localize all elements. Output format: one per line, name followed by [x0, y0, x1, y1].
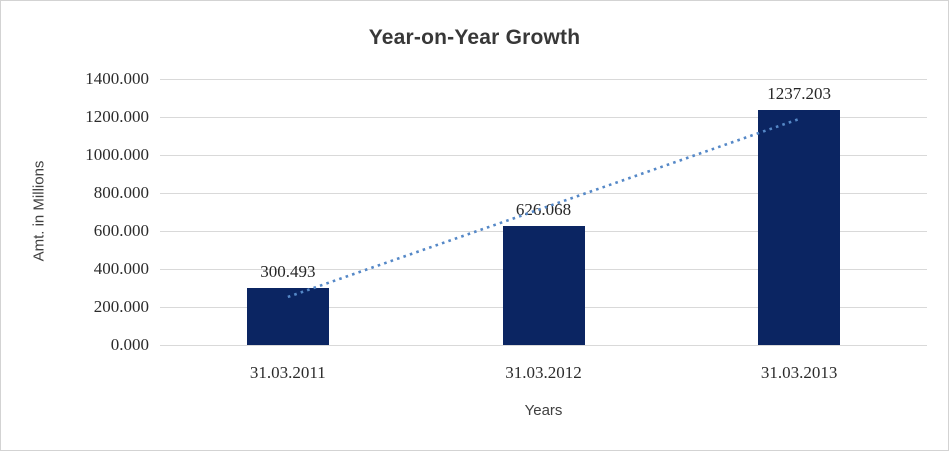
- y-axis-tick-label: 1200.000: [85, 107, 149, 126]
- y-axis-tick-label: 800.000: [93, 183, 149, 202]
- gridline: [160, 116, 927, 118]
- y-axis-tick-label: 600.000: [93, 221, 149, 240]
- y-axis-title: Amt. in Millions: [30, 160, 48, 262]
- x-axis-tick-label: 31.03.2013: [760, 363, 838, 382]
- y-axis-tick-label: 1000.000: [85, 145, 149, 164]
- y-axis-tick-label: 0.000: [110, 335, 149, 354]
- gridline: [160, 344, 927, 346]
- bar-data-label: 626.068: [515, 200, 572, 220]
- y-axis-tick-label: 200.000: [93, 297, 149, 316]
- bar-data-label: 300.493: [260, 261, 316, 281]
- y-axis-tick-label: 1400.000: [85, 69, 149, 88]
- gridline: [160, 78, 927, 80]
- chart-title: Year-on-Year Growth: [368, 26, 581, 49]
- y-axis-tick-label: 400.000: [93, 259, 149, 278]
- x-axis-tick-label: 31.03.2012: [505, 363, 582, 382]
- bar: [246, 287, 329, 345]
- x-axis-tick-label: 31.03.2011: [249, 363, 326, 382]
- x-axis-title: Years: [524, 402, 563, 419]
- bar: [502, 226, 585, 345]
- bar: [758, 109, 841, 345]
- bar-data-label: 1237.203: [767, 83, 832, 103]
